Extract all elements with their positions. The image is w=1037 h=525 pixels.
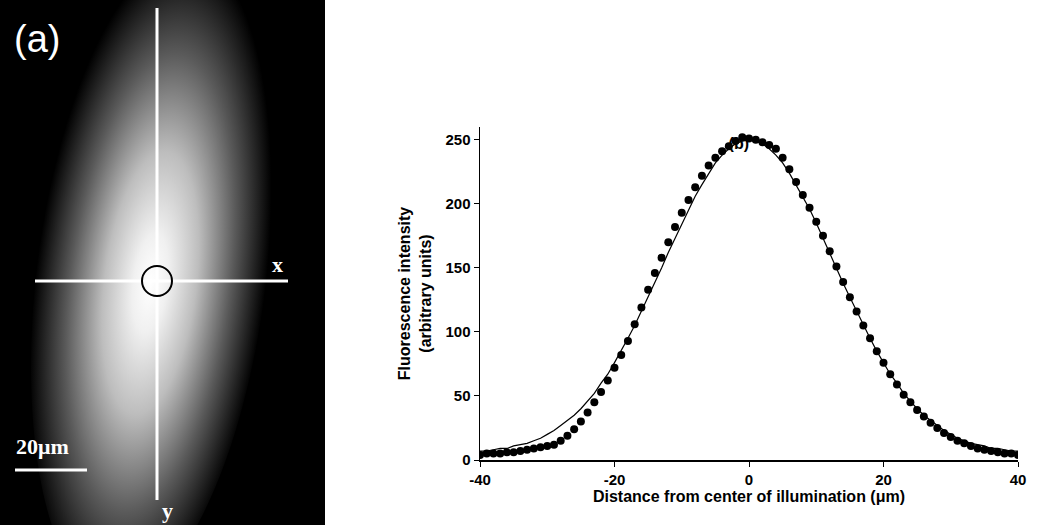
svg-text:20μm: 20μm (16, 434, 69, 459)
svg-text:250: 250 (445, 131, 470, 148)
svg-text:40: 40 (1010, 471, 1027, 488)
svg-text:50: 50 (454, 387, 471, 404)
svg-text:-40: -40 (469, 471, 491, 488)
svg-text:100: 100 (445, 323, 470, 340)
svg-text:Fluorescence intensity(arbitra: Fluorescence intensity(arbitrary units) (396, 207, 434, 380)
svg-text:-20: -20 (604, 471, 626, 488)
svg-text:y: y (162, 498, 173, 523)
svg-text:20: 20 (875, 471, 892, 488)
svg-text:0: 0 (745, 471, 753, 488)
svg-text:0: 0 (462, 451, 470, 468)
svg-text:150: 150 (445, 259, 470, 276)
svg-text:(a): (a) (14, 18, 60, 60)
svg-text:Distance from center of illumi: Distance from center of illumination (μm… (593, 488, 905, 505)
svg-text:(b): (b) (729, 135, 749, 152)
svg-text:200: 200 (445, 195, 470, 212)
svg-text:x: x (272, 252, 283, 277)
